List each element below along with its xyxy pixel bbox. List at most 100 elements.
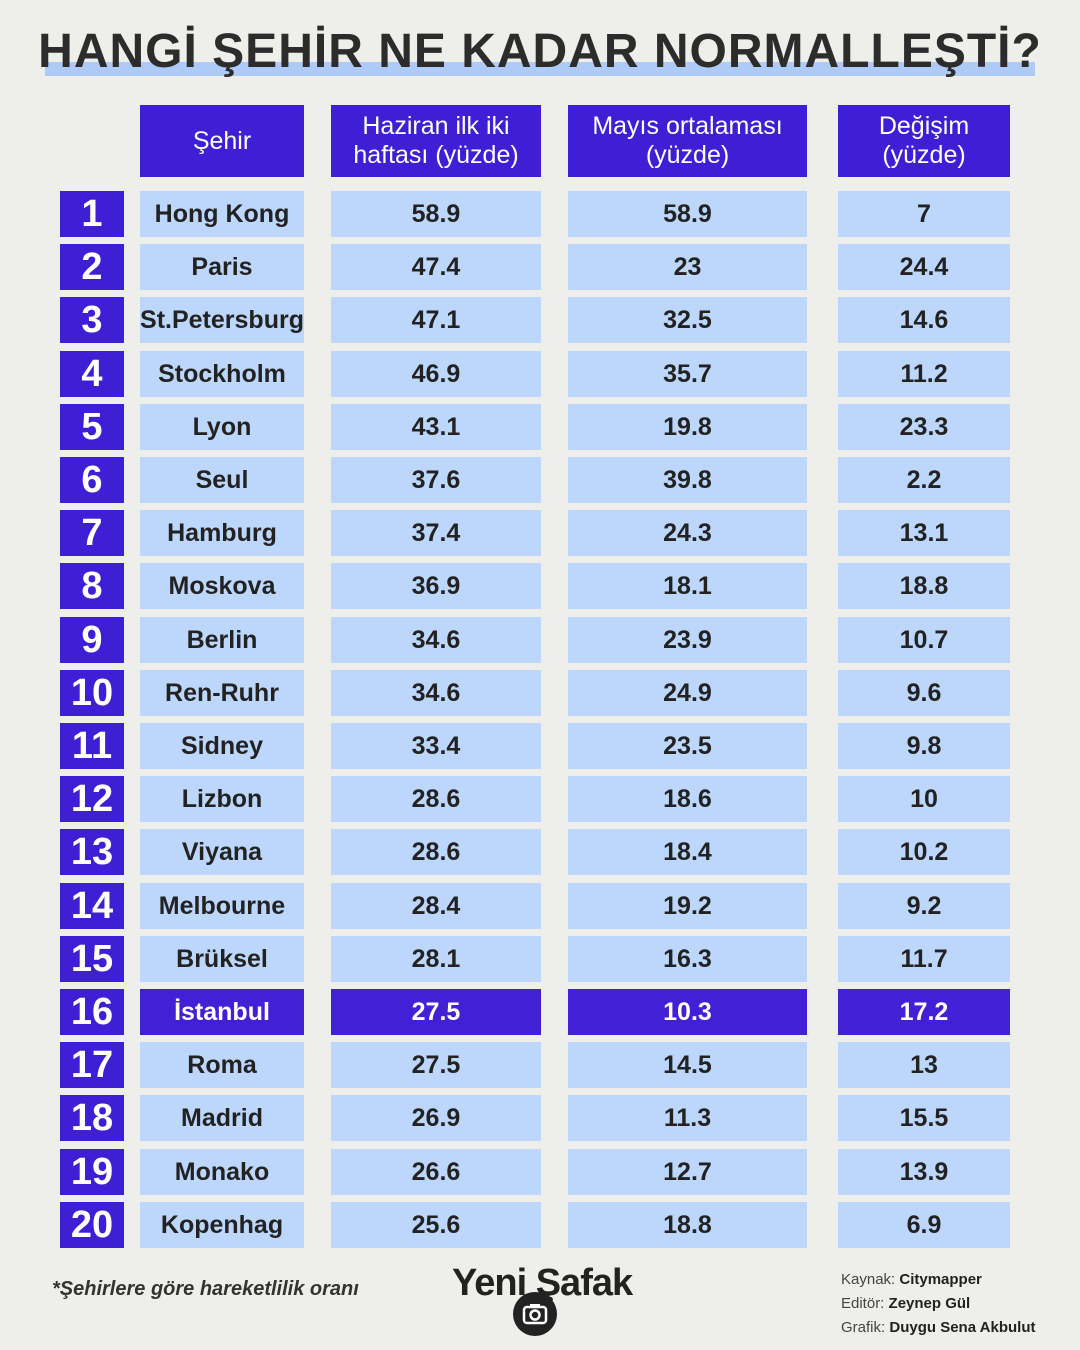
cell-may: 23.9	[568, 617, 807, 663]
cell-city: Roma	[140, 1042, 304, 1088]
cell-city: Moskova	[140, 563, 304, 609]
cell-june: 47.1	[331, 297, 541, 343]
graphic-value: Duygu Sena Akbulut	[889, 1319, 1036, 1336]
cell-city: St.Petersburg	[140, 297, 304, 343]
cell-june: 27.5	[331, 989, 541, 1035]
title-underline	[45, 62, 1035, 76]
cell-june: 36.9	[331, 563, 541, 609]
rank-badge: 7	[60, 510, 124, 556]
credits: Kaynak: Citymapper Editör: Zeynep Gül Gr…	[841, 1268, 1035, 1340]
rank-badge: 16	[60, 989, 124, 1035]
cell-city: Seul	[140, 457, 304, 503]
header-change: Değişim (yüzde)	[838, 105, 1010, 177]
cell-june: 25.6	[331, 1202, 541, 1248]
cell-change: 6.9	[838, 1202, 1010, 1248]
rank-badge: 1	[60, 191, 124, 237]
cell-may: 18.6	[568, 776, 807, 822]
cell-may: 24.3	[568, 510, 807, 556]
rank-badge: 4	[60, 351, 124, 397]
cell-change: 7	[838, 191, 1010, 237]
cell-change: 15.5	[838, 1095, 1010, 1141]
header-may: Mayıs ortalaması (yüzde)	[568, 105, 807, 177]
cell-may: 14.5	[568, 1042, 807, 1088]
cell-may: 18.8	[568, 1202, 807, 1248]
cell-city: Viyana	[140, 829, 304, 875]
rank-badge: 8	[60, 563, 124, 609]
header-june: Haziran ilk iki haftası (yüzde)	[331, 105, 541, 177]
cell-june: 43.1	[331, 404, 541, 450]
cell-city: Stockholm	[140, 351, 304, 397]
rank-badge: 18	[60, 1095, 124, 1141]
cell-change: 18.8	[838, 563, 1010, 609]
cell-may: 16.3	[568, 936, 807, 982]
rank-badge: 14	[60, 883, 124, 929]
rank-badge: 17	[60, 1042, 124, 1088]
cell-change: 11.2	[838, 351, 1010, 397]
cell-city: Lyon	[140, 404, 304, 450]
rank-badge: 10	[60, 670, 124, 716]
cell-may: 11.3	[568, 1095, 807, 1141]
editor-label: Editör:	[841, 1295, 885, 1312]
camera-icon	[513, 1292, 557, 1336]
cell-june: 34.6	[331, 617, 541, 663]
cell-may: 10.3	[568, 989, 807, 1035]
cell-change: 9.8	[838, 723, 1010, 769]
cell-june: 26.6	[331, 1149, 541, 1195]
cell-may: 12.7	[568, 1149, 807, 1195]
cell-may: 39.8	[568, 457, 807, 503]
rank-badge: 15	[60, 936, 124, 982]
cell-may: 19.2	[568, 883, 807, 929]
rank-badge: 20	[60, 1202, 124, 1248]
cell-may: 19.8	[568, 404, 807, 450]
cell-change: 10	[838, 776, 1010, 822]
rank-badge: 19	[60, 1149, 124, 1195]
cell-change: 2.2	[838, 457, 1010, 503]
cell-june: 47.4	[331, 244, 541, 290]
cell-change: 13	[838, 1042, 1010, 1088]
cell-june: 26.9	[331, 1095, 541, 1141]
cell-may: 58.9	[568, 191, 807, 237]
cell-june: 34.6	[331, 670, 541, 716]
cell-change: 13.1	[838, 510, 1010, 556]
cell-change: 11.7	[838, 936, 1010, 982]
cell-city: Madrid	[140, 1095, 304, 1141]
cell-city: Sidney	[140, 723, 304, 769]
cell-city: Berlin	[140, 617, 304, 663]
cell-may: 23	[568, 244, 807, 290]
cell-city: Kopenhag	[140, 1202, 304, 1248]
cell-city: Monako	[140, 1149, 304, 1195]
rank-badge: 12	[60, 776, 124, 822]
page-title: HANGİ ŞEHİR NE KADAR NORMALLEŞTİ?	[38, 25, 1042, 78]
footnote: *Şehirlere göre hareketlilik oranı	[52, 1278, 359, 1300]
cell-change: 9.6	[838, 670, 1010, 716]
cell-may: 24.9	[568, 670, 807, 716]
rank-badge: 5	[60, 404, 124, 450]
cell-may: 18.4	[568, 829, 807, 875]
cell-may: 18.1	[568, 563, 807, 609]
rank-badge: 2	[60, 244, 124, 290]
cell-change: 10.7	[838, 617, 1010, 663]
cell-june: 28.6	[331, 776, 541, 822]
cell-june: 37.6	[331, 457, 541, 503]
rank-badge: 13	[60, 829, 124, 875]
cell-june: 28.1	[331, 936, 541, 982]
cell-june: 46.9	[331, 351, 541, 397]
cell-change: 24.4	[838, 244, 1010, 290]
cell-city: Paris	[140, 244, 304, 290]
cell-change: 13.9	[838, 1149, 1010, 1195]
cell-city: Melbourne	[140, 883, 304, 929]
cell-city: İstanbul	[140, 989, 304, 1035]
cell-june: 58.9	[331, 191, 541, 237]
cell-june: 28.4	[331, 883, 541, 929]
cell-city: Hamburg	[140, 510, 304, 556]
cell-city: Hong Kong	[140, 191, 304, 237]
cell-may: 35.7	[568, 351, 807, 397]
rank-badge: 6	[60, 457, 124, 503]
cell-change: 10.2	[838, 829, 1010, 875]
header-city: Şehir	[140, 105, 304, 177]
cell-june: 37.4	[331, 510, 541, 556]
title-wrap: HANGİ ŞEHİR NE KADAR NORMALLEŞTİ?	[0, 22, 1080, 82]
cell-city: Lizbon	[140, 776, 304, 822]
cell-june: 28.6	[331, 829, 541, 875]
cell-change: 23.3	[838, 404, 1010, 450]
